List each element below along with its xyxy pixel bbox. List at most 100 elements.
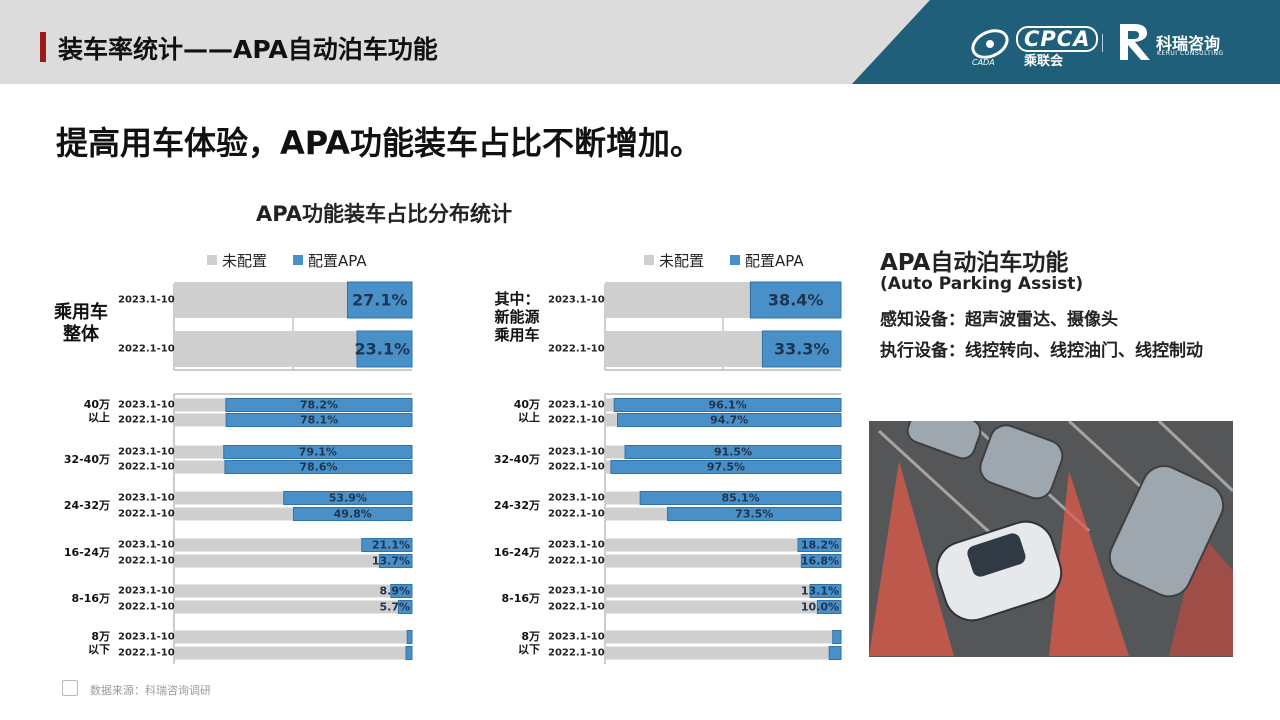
bar-value-label: 5.7% (379, 601, 410, 614)
group-label-line: 其中： (494, 290, 540, 308)
group-label-line: 乘用车 (54, 302, 108, 323)
group-label-line: 32-40万 (63, 452, 110, 466)
header-accent-bar (40, 32, 46, 62)
bar-configured (816, 600, 842, 614)
bar-configured (809, 584, 842, 598)
bar-configured (749, 281, 842, 319)
side-subtitle: (Auto Parking Assist) (880, 274, 1084, 294)
logo-divider (1102, 34, 1103, 52)
group-label: 乘用车 整体 (46, 302, 116, 345)
bar-configured (390, 584, 413, 598)
bar-unconfigured (174, 491, 284, 505)
legend-label: 未配置 (659, 252, 705, 270)
bar-unconfigured (174, 445, 224, 459)
group-label: 8万 以下 (46, 630, 110, 656)
sensing-devices-text: 感知设备：超声波雷达、摄像头 (880, 310, 1118, 330)
group-label-line: 整体 (63, 323, 99, 345)
legend-left: 未配置 配置APA (207, 250, 393, 271)
bar-configured (405, 646, 413, 660)
period-label: 2022.1-10 (118, 648, 175, 659)
bar-value-label: 96.1% (709, 399, 747, 412)
bar-value-label: 79.1% (299, 446, 337, 459)
legend-label: 未配置 (222, 252, 268, 270)
period-label: 2022.1-10 (118, 602, 175, 613)
group-label-line: 新能源 (494, 308, 540, 326)
bar-unconfigured (605, 646, 830, 660)
parking-illustration (869, 421, 1233, 657)
period-label: 2023.1-10 (118, 493, 175, 504)
group-label: 16-24万 (486, 546, 540, 559)
period-label: 2022.1-10 (548, 462, 605, 473)
legend-swatch-blue (730, 254, 741, 265)
bar-unconfigured (605, 398, 615, 412)
bar-value-label: 27.1% (352, 291, 408, 310)
group-label: 24-32万 (486, 499, 540, 512)
bar-unconfigured (605, 538, 799, 552)
bar-configured (347, 281, 413, 319)
group-label-line: 以上 (88, 410, 110, 424)
group-label: 32-40万 (486, 453, 540, 466)
bar-configured (667, 507, 842, 521)
legend-swatch-gray (644, 254, 654, 265)
bar-unconfigured (174, 282, 348, 318)
bar-configured (832, 630, 842, 644)
bar-configured (610, 460, 842, 474)
period-label: 2022.1-10 (548, 344, 605, 355)
bar-unconfigured (605, 460, 611, 474)
bar-value-label: 23.1% (354, 340, 410, 359)
bar-unconfigured (605, 491, 641, 505)
bar-value-label: 53.9% (329, 492, 367, 505)
bar-value-label: 10.0% (801, 601, 839, 614)
bar-unconfigured (605, 554, 802, 568)
group-label-line: 24-32万 (63, 499, 110, 512)
group-label-line: 以下 (518, 643, 540, 657)
period-label: 2023.1-10 (548, 493, 605, 504)
bar-configured (283, 491, 413, 505)
bar-configured (624, 445, 842, 459)
cpca-logo-cn: 乘联会 (1024, 54, 1064, 69)
chart-section-title: APA功能装车占比分布统计 (256, 202, 512, 226)
group-label: 8万 以下 (486, 630, 540, 656)
legend-item-unconfigured: 未配置 (207, 252, 267, 270)
bar-unconfigured (174, 507, 294, 521)
period-label: 2022.1-10 (548, 648, 605, 659)
bar-value-label: 8.9% (379, 585, 410, 598)
bar-unconfigured (174, 554, 380, 568)
group-label: 40万 以上 (46, 398, 110, 424)
legend-item-configured: 配置APA (730, 252, 804, 270)
group-label-line: 乘用车 (494, 326, 540, 344)
group-label: 32-40万 (46, 453, 110, 466)
group-label: 其中： 新能源 乘用车 (486, 290, 548, 344)
bar-unconfigured (174, 460, 225, 474)
bar-configured (639, 491, 842, 505)
bar-unconfigured (605, 331, 763, 367)
period-label: 2022.1-10 (118, 556, 175, 567)
group-label-line: 8-16万 (501, 592, 540, 605)
period-label: 2023.1-10 (118, 540, 175, 551)
group-label-line: 以上 (518, 410, 540, 424)
side-title: APA自动泊车功能 (880, 250, 1069, 276)
bar-unconfigured (174, 630, 408, 644)
group-label-line: 40万 (83, 397, 110, 411)
bar-value-label: 97.5% (707, 461, 745, 474)
bar-unconfigured (174, 398, 226, 412)
bar-configured (797, 538, 842, 552)
bar-configured (225, 413, 413, 427)
bar-unconfigured (174, 538, 362, 552)
period-label: 2022.1-10 (548, 556, 605, 567)
period-label: 2022.1-10 (548, 415, 605, 426)
legend-right: 未配置 配置APA (644, 250, 830, 271)
period-label: 2022.1-10 (548, 602, 605, 613)
bar-value-label: 91.5% (714, 446, 752, 459)
bar-value-label: 78.6% (299, 461, 337, 474)
bar-value-label: 13.7% (372, 555, 410, 568)
legend-item-unconfigured: 未配置 (644, 252, 704, 270)
bar-configured (406, 630, 413, 644)
bar-configured (397, 600, 413, 614)
group-label-line: 16-24万 (493, 546, 540, 559)
bar-configured (292, 507, 413, 521)
bar-configured (800, 554, 842, 568)
header-accent (852, 0, 1280, 84)
bar-value-label: 38.4% (768, 291, 824, 310)
